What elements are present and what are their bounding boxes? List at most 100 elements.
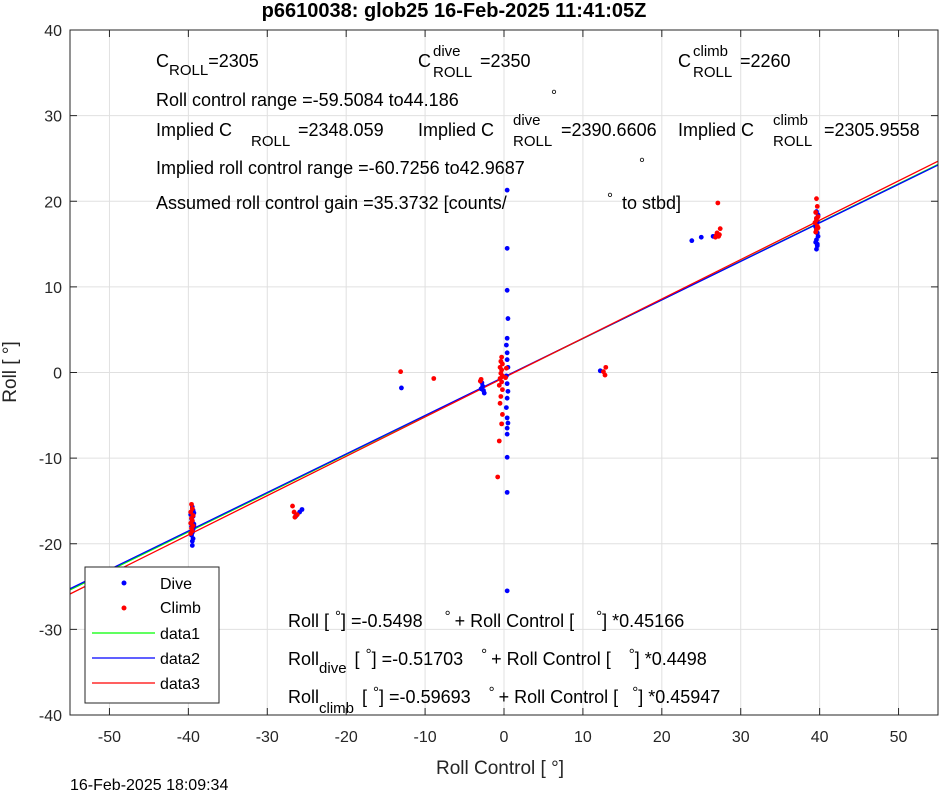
dive-point	[504, 425, 510, 431]
fit-all-part-c: + Roll Control [	[455, 611, 575, 631]
c-roll-climb-symbol: C	[678, 51, 691, 71]
implied-roll-control-range: Implied roll control range =-60.7256 to4…	[156, 158, 525, 178]
roll-control-range-degree-symbol: °	[551, 87, 557, 104]
fit-dive-degree-2: °	[481, 646, 487, 663]
dive-point	[504, 187, 510, 193]
fit-climb-equation: Rollclimb[°] =-0.59693 ° + Roll Control [°…	[288, 684, 720, 717]
fit-climb-part-e: ] *0.45947	[638, 687, 720, 707]
climb-point	[814, 196, 819, 202]
dive-point	[505, 316, 511, 321]
legend-data3-label: data3	[160, 676, 200, 693]
climb-point	[813, 209, 819, 215]
climb-point	[602, 372, 608, 378]
climb-point	[495, 474, 501, 480]
fit-dive-equation: Rolldive[°] =-0.51703 ° + Roll Control [°]…	[288, 646, 707, 677]
implied-c-roll-climb-superscript: climb	[773, 112, 808, 129]
c-roll-climb-value: =2260	[740, 51, 791, 71]
fit-all-part-b: ] =-0.5498	[341, 611, 423, 631]
fit-dive-degree-1: °	[366, 646, 372, 663]
fit-climb-degree-2: °	[489, 684, 495, 701]
fit-climb-part-d: + Roll Control [	[499, 687, 619, 707]
dive-point	[814, 241, 820, 247]
dive-point	[504, 350, 510, 356]
x-tick-label: -50	[98, 729, 121, 746]
climb-point	[290, 503, 295, 509]
y-tick-label: 20	[44, 194, 62, 211]
legend-climb-marker	[121, 605, 127, 611]
climb-point	[292, 514, 298, 520]
y-tick-label: -10	[39, 451, 62, 468]
fit-all-equation: Roll [°] =-0.5498 ° + Roll Control [°] *0.…	[288, 608, 684, 631]
climb-point	[188, 509, 194, 515]
series-layer	[69, 160, 939, 595]
climb-point	[398, 369, 404, 375]
dive-point	[504, 335, 510, 341]
dive-point	[504, 357, 510, 363]
gain-tail: to stbd]	[622, 193, 681, 213]
implied-c-roll-climb-subscript: ROLL	[773, 133, 812, 150]
c-roll-climb-subscript: ROLL	[693, 64, 732, 81]
dive-point	[689, 238, 695, 244]
fit-all-part-d: ] *0.45166	[602, 611, 684, 631]
dive-point	[299, 507, 305, 512]
dive-point	[504, 489, 510, 495]
legend-data1-label: data1	[160, 626, 200, 643]
c-roll-symbol: C	[156, 51, 169, 71]
climb-point	[498, 358, 504, 364]
climb-point	[499, 421, 505, 427]
y-tick-label: 0	[53, 366, 62, 383]
implied-c-roll-dive-subscript: ROLL	[513, 133, 552, 150]
legend: Dive Climb data1 data2 data3	[84, 566, 220, 704]
climb-point	[814, 215, 819, 221]
dive-point	[481, 390, 487, 396]
legend-climb-label: Climb	[160, 600, 201, 617]
implied-c-roll-dive-label: Implied C	[418, 120, 494, 140]
climb-point	[503, 375, 508, 381]
climb-point	[477, 378, 483, 384]
climb-point	[496, 382, 502, 388]
climb-point	[500, 387, 505, 393]
climb-point	[499, 354, 505, 360]
c-roll-dive-symbol: C	[418, 51, 431, 71]
climb-point	[717, 226, 723, 232]
dive-point	[503, 405, 509, 411]
legend-data2-label: data2	[160, 651, 200, 668]
fit-climb-degree-3: °	[632, 684, 638, 701]
fit-dive-degree-3: °	[629, 646, 635, 663]
legend-box	[84, 566, 220, 704]
dive-point	[505, 388, 511, 394]
dive-point	[399, 385, 404, 391]
dive-point	[504, 431, 510, 437]
implied-c-roll-subscript: ROLL	[251, 133, 290, 150]
chart-title: p6610038: glob25 16-Feb-2025 11:41:05Z	[262, 0, 647, 22]
c-roll-climb-superscript: climb	[693, 43, 728, 60]
fit-dive-part-a: Roll	[288, 649, 319, 669]
y-tick-label: -40	[39, 708, 62, 725]
dive-point	[503, 342, 509, 348]
climb-point	[496, 438, 502, 444]
fit-all-degree-2: °	[445, 608, 451, 625]
fit-climb-part-b: [	[362, 687, 367, 707]
climb-point	[812, 220, 818, 226]
fit-all-part-a: Roll [	[288, 611, 329, 631]
climb-point	[503, 365, 509, 371]
y-tick-label: -30	[39, 622, 62, 639]
c-roll-dive-value: =2350	[480, 51, 531, 71]
fit-all-degree-3: °	[596, 608, 602, 625]
gain-degree-symbol: °	[607, 190, 613, 207]
x-tick-label: -30	[256, 729, 279, 746]
climb-point	[498, 394, 504, 399]
x-axis-label: Roll Control [ °]	[436, 758, 564, 779]
implied-c-roll-climb-label: Implied C	[678, 120, 754, 140]
implied-c-roll-climb-value: =2305.9558	[824, 120, 920, 140]
implied-c-roll-value: =2348.059	[298, 120, 384, 140]
implied-range-degree-symbol: °	[639, 155, 645, 172]
x-tick-label: -10	[414, 729, 437, 746]
dive-point	[478, 386, 484, 392]
fit-dive-part-e: ] *0.4498	[635, 649, 707, 669]
climb-point	[189, 501, 194, 507]
dive-point	[504, 245, 510, 251]
climb-point	[715, 200, 721, 206]
climb-point	[603, 364, 609, 370]
c-roll-value: =2305	[208, 51, 259, 71]
